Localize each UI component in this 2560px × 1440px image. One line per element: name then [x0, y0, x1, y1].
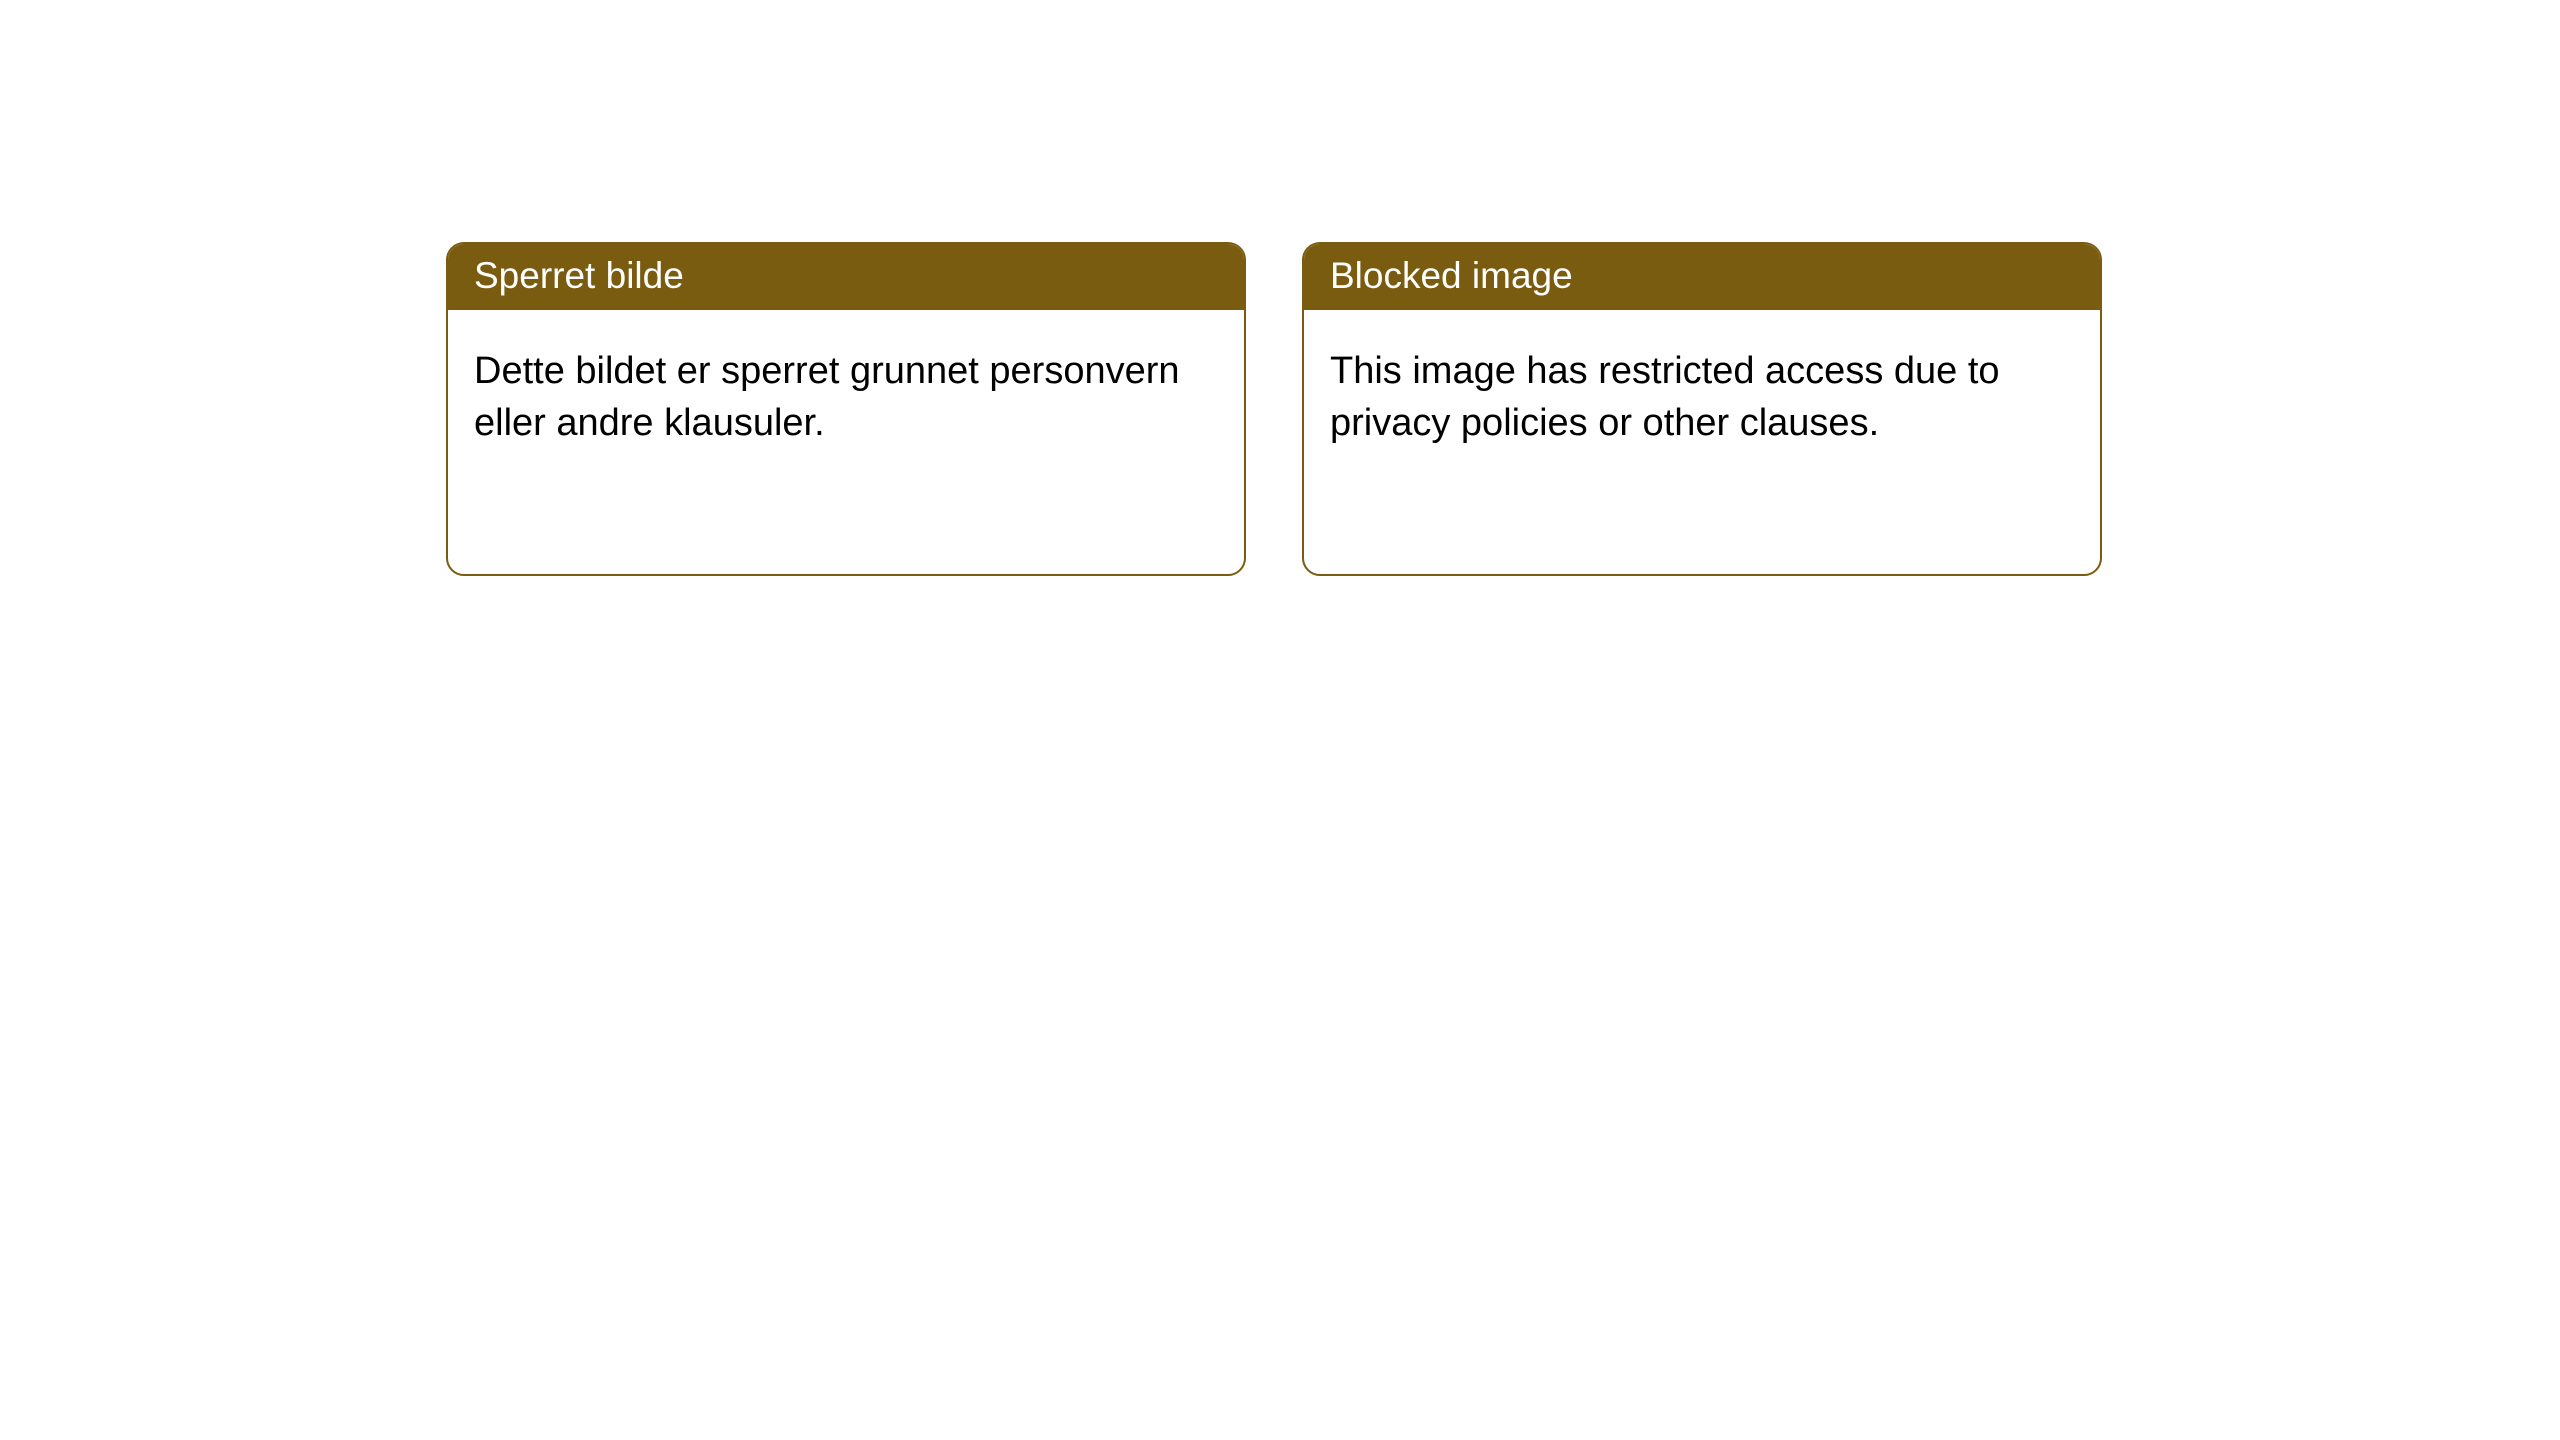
card-body-no: Dette bildet er sperret grunnet personve…	[448, 310, 1244, 475]
card-header-no: Sperret bilde	[448, 244, 1244, 310]
card-body-en: This image has restricted access due to …	[1304, 310, 2100, 475]
blocked-image-card-en: Blocked image This image has restricted …	[1302, 242, 2102, 576]
notice-container: Sperret bilde Dette bildet er sperret gr…	[0, 0, 2560, 576]
blocked-image-card-no: Sperret bilde Dette bildet er sperret gr…	[446, 242, 1246, 576]
card-header-en: Blocked image	[1304, 244, 2100, 310]
